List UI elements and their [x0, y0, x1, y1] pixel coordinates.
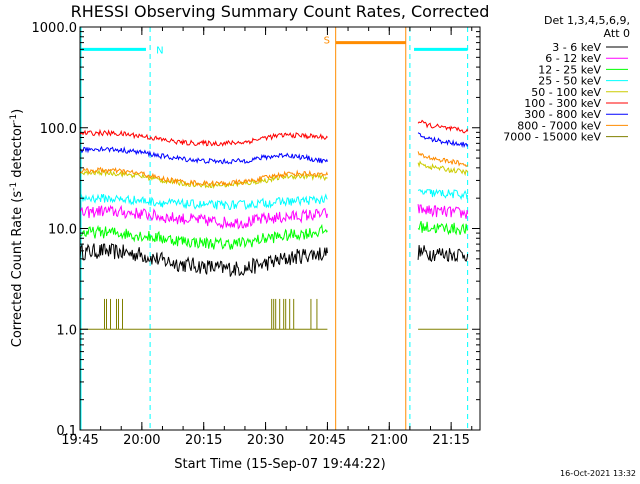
- legend-label-8: 7000 - 15000 keV: [503, 131, 601, 144]
- series-1-segment-0: [79, 204, 328, 230]
- x-tick-label-6: 21:15: [432, 433, 469, 448]
- legend-label-3: 25 - 50 keV: [538, 75, 601, 88]
- series-2-segment-1: [417, 221, 469, 236]
- y-tick-label-1: 1.0: [56, 323, 77, 338]
- y-tick-label-2: 10.0: [48, 223, 77, 238]
- series-1-segment-1: [417, 204, 469, 219]
- chart-title: RHESSI Observing Summary Count Rates, Co…: [71, 2, 490, 21]
- legend-header-line2: Att 0: [604, 27, 630, 40]
- series-7-segment-0: [79, 166, 328, 187]
- burst-7000-2: [310, 298, 318, 330]
- x-tick-label-3: 20:30: [247, 433, 284, 448]
- series-7: [79, 41, 469, 187]
- legend-label-0: 3 - 6 keV: [552, 41, 601, 54]
- series-2-segment-0: [79, 223, 328, 250]
- y-axis-label-mid: detector: [10, 122, 25, 182]
- series-6-segment-1: [417, 132, 469, 149]
- y-axis-label-end: ): [10, 109, 25, 114]
- series-0-segment-0: [79, 243, 328, 277]
- series-5: [79, 119, 469, 147]
- x-tick-label-4: 20:45: [309, 433, 346, 448]
- series-4-segment-1: [417, 160, 469, 177]
- legend-label-2: 12 - 25 keV: [538, 63, 601, 76]
- y-axis-label-sup2: -1: [9, 114, 19, 123]
- series-6: [79, 132, 469, 165]
- legend-label-7: 800 - 7000 keV: [517, 119, 601, 132]
- y-axis-label-main: Corrected Count Rate (s: [10, 191, 25, 348]
- series-5-segment-0: [79, 128, 328, 147]
- legend-header-line1: Det 1,3,4,5,6,9,: [544, 14, 630, 27]
- y-tick-label-4: 1000.0: [32, 21, 78, 36]
- x-axis-label: Start Time (15-Sep-07 19:44:22): [174, 457, 385, 472]
- annotation-n: N: [156, 45, 163, 56]
- ticks-layer: 19:45 20:00 20:15 20:30 20:45 21:00 21:15 0.1 1.…: [32, 21, 480, 448]
- series-6-segment-0: [79, 145, 328, 165]
- series-5-segment-1: [417, 119, 469, 134]
- series-3-segment-1: [417, 188, 469, 201]
- legend-label-6: 300 - 800 keV: [524, 108, 601, 121]
- y-axis-label-sup1: -1: [9, 182, 19, 191]
- burst-7000-1: [271, 298, 295, 330]
- series-2: [79, 221, 469, 250]
- series-7-segment-2: [417, 151, 469, 168]
- series-3-segment-0: [79, 192, 328, 211]
- series-1: [79, 204, 469, 230]
- legend-label-1: 6 - 12 keV: [545, 52, 601, 65]
- x-tick-label-5: 21:00: [371, 433, 408, 448]
- plot-layer: NS: [79, 27, 469, 430]
- y-tick-label-0: 0.1: [56, 424, 77, 439]
- x-tick-label-0: 19:45: [61, 433, 98, 448]
- series-0-segment-1: [417, 245, 469, 263]
- legend-label-5: 100 - 300 keV: [524, 97, 601, 110]
- footer-date: 16-Oct-2021 13:32: [560, 469, 636, 478]
- series-0: [79, 243, 469, 277]
- burst-7000-0: [103, 298, 123, 330]
- legend-label-4: 50 - 100 keV: [531, 86, 601, 99]
- series-3: [79, 188, 469, 211]
- x-tick-label-2: 20:15: [185, 433, 222, 448]
- y-axis-label: Corrected Count Rate (s-1 detector-1): [9, 109, 25, 347]
- x-tick-label-1: 20:00: [123, 433, 160, 448]
- annotation-s: S: [324, 36, 330, 47]
- y-tick-label-3: 100.0: [40, 122, 77, 137]
